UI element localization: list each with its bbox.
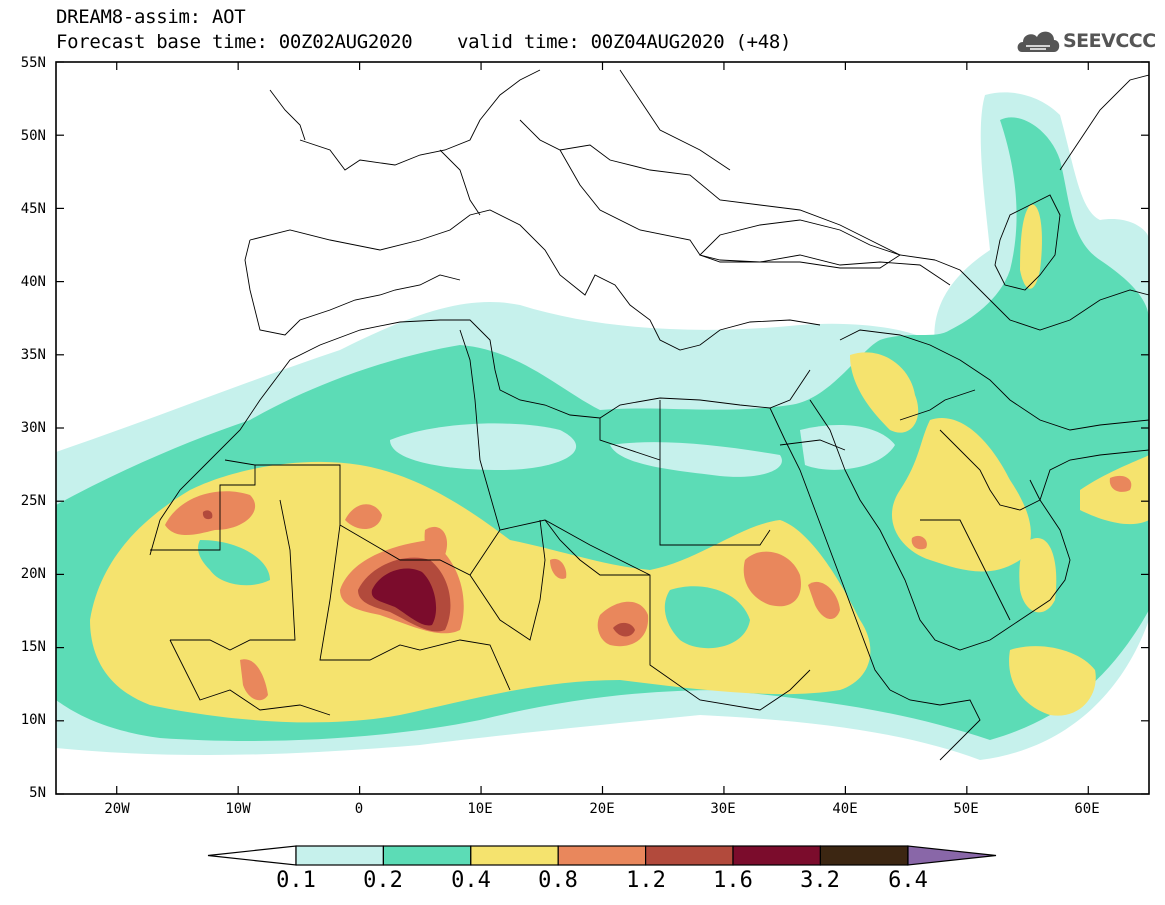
aot-level-0.4-gulf: [891, 418, 1031, 572]
forecast-time-subtitle: Forecast base time: 00Z02AUG2020 valid t…: [56, 31, 792, 53]
aot-window-0.1-sahara: [390, 423, 577, 470]
aot-level-0.8-sudan: [743, 551, 801, 607]
aot-window-0.1-libya: [610, 442, 782, 477]
aot-level-0.8-mali-south: [240, 659, 268, 701]
colorbar-label: 1.6: [713, 868, 753, 893]
lon-label: 20E: [589, 801, 615, 817]
lat-label: 50N: [20, 128, 46, 144]
colorbar-label: 0.2: [363, 868, 403, 893]
aot-level-0.8-algeria2: [424, 526, 448, 559]
aot-level-0.4-caspian: [1020, 204, 1042, 289]
country-borders: [149, 69, 1149, 761]
colorbar-label: 0.4: [451, 868, 491, 893]
colorbar-box: [295, 845, 385, 866]
colorbar-box: [557, 845, 647, 866]
colorbar-box: [470, 845, 559, 866]
dust-aot-field: [56, 62, 1149, 794]
colorbar-label: 0.8: [538, 868, 578, 893]
aot-level-1.6: [371, 568, 437, 626]
colorbar-box: [382, 845, 472, 866]
colorbar-label: 6.4: [888, 868, 928, 893]
aot-level-0.8-small: [550, 558, 567, 579]
lat-label: 40N: [20, 274, 46, 290]
aot-level-1.2-chad: [613, 622, 635, 637]
aot-level-0.4-oman: [1009, 646, 1096, 716]
aot-level-1.2-mr: [202, 510, 213, 520]
aot-level-0.4-iraq: [850, 352, 919, 433]
lat-label: 25N: [20, 493, 46, 509]
lat-label: 35N: [20, 347, 46, 363]
lon-label: 40E: [832, 801, 858, 817]
lat-label: 5N: [29, 785, 46, 801]
lat-label: 15N: [20, 639, 46, 655]
lat-label: 30N: [20, 420, 46, 436]
lon-label: 10E: [467, 801, 493, 817]
lon-label: 50E: [953, 801, 979, 817]
colorbar-under-triangle: [207, 845, 297, 866]
lon-label: 20W: [104, 801, 130, 817]
aot-window-0.2-mali: [198, 540, 270, 586]
colorbar-label: 0.1: [276, 868, 316, 893]
colorbar-box: [819, 845, 909, 866]
lat-label: 45N: [20, 201, 46, 217]
lat-label: 10N: [20, 712, 46, 728]
aot-level-0.4-yemen: [1019, 538, 1057, 613]
aot-window-0.2-sahel: [664, 586, 750, 649]
logo-text: SEEVCCC: [1063, 30, 1156, 52]
colorbar: [207, 845, 997, 866]
colorbar-over-triangle: [907, 845, 997, 866]
colorbar-label: 1.2: [626, 868, 666, 893]
axis-ticks: [56, 61, 1149, 795]
lat-label: 55N: [20, 55, 46, 71]
seevccc-logo-cloud-icon: [1017, 31, 1060, 52]
aot-level-0.8-iran: [1109, 475, 1132, 492]
lon-label: 10W: [225, 801, 251, 817]
lat-label: 20N: [20, 566, 46, 582]
aot-level-0.8-arabia: [911, 535, 927, 550]
lon-label: 60E: [1074, 801, 1100, 817]
colorbar-label: 3.2: [800, 868, 840, 893]
lon-label: 30E: [710, 801, 736, 817]
colorbar-box: [732, 845, 822, 866]
aot-window-0.1-arabia: [800, 425, 895, 470]
aot-level-0.8-algeria: [345, 504, 382, 530]
aot-level-0.8-eritrea: [808, 581, 840, 620]
colorbar-box: [644, 845, 734, 866]
lon-label: 0: [354, 801, 364, 817]
colorbar-boxes: [295, 845, 909, 866]
map-title: DREAM8-assim: AOT: [56, 6, 246, 28]
